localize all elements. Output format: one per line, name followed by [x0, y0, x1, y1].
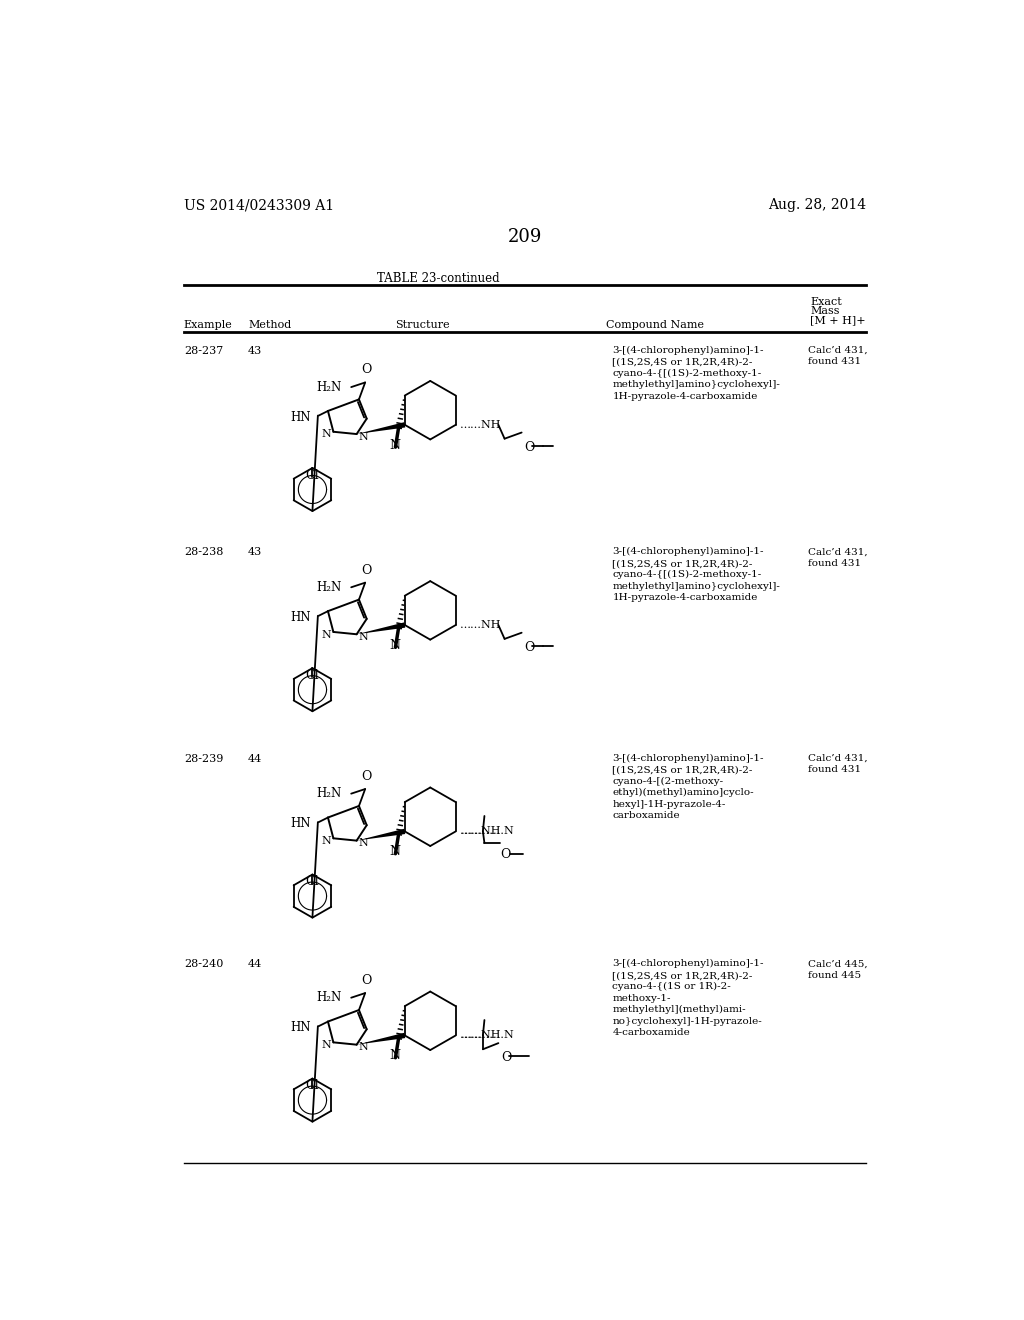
Text: H₂N: H₂N	[316, 787, 342, 800]
Text: HN: HN	[291, 817, 311, 830]
Text: N: N	[389, 438, 400, 451]
Polygon shape	[356, 422, 406, 434]
Text: O: O	[361, 770, 372, 783]
Text: US 2014/0243309 A1: US 2014/0243309 A1	[183, 198, 334, 213]
Text: Exact: Exact	[810, 297, 842, 308]
Text: 3-[(4-chlorophenyl)amino]-1-
[(1S,2S,4S or 1R,2R,4R)-2-
cyano-4-{(1S or 1R)-2-
m: 3-[(4-chlorophenyl)amino]-1- [(1S,2S,4S …	[612, 960, 764, 1038]
Text: N: N	[359, 632, 369, 642]
Text: 3-[(4-chlorophenyl)amino]-1-
[(1S,2S,4S or 1R,2R,4R)-2-
cyano-4-{[(1S)-2-methoxy: 3-[(4-chlorophenyl)amino]-1- [(1S,2S,4S …	[612, 346, 780, 400]
Text: H₂N: H₂N	[316, 991, 342, 1005]
Polygon shape	[356, 829, 406, 841]
Text: Aug. 28, 2014: Aug. 28, 2014	[768, 198, 866, 213]
Text: O: O	[361, 564, 372, 577]
Text: N: N	[359, 838, 369, 849]
Text: Cl: Cl	[305, 875, 319, 888]
Text: 28-238: 28-238	[183, 548, 223, 557]
Text: N: N	[322, 836, 331, 846]
Text: N: N	[322, 429, 331, 440]
Text: 44: 44	[248, 754, 262, 763]
Polygon shape	[356, 622, 406, 635]
Text: N: N	[359, 432, 369, 442]
Text: 44: 44	[248, 960, 262, 969]
Text: Compound Name: Compound Name	[606, 321, 705, 330]
Text: 3-[(4-chlorophenyl)amino]-1-
[(1S,2S,4S or 1R,2R,4R)-2-
cyano-4-[(2-methoxy-
eth: 3-[(4-chlorophenyl)amino]-1- [(1S,2S,4S …	[612, 754, 764, 820]
Text: Calc’d 431,
found 431: Calc’d 431, found 431	[809, 548, 868, 568]
Polygon shape	[356, 1032, 406, 1044]
Text: Mass: Mass	[810, 306, 840, 317]
Text: O: O	[361, 974, 372, 987]
Text: H₂N: H₂N	[316, 581, 342, 594]
Text: O: O	[501, 1051, 511, 1064]
Text: …………N: …………N	[461, 1031, 515, 1040]
Text: H₂N: H₂N	[316, 380, 342, 393]
Text: Calc’d 431,
found 431: Calc’d 431, found 431	[809, 754, 868, 774]
Text: Cl: Cl	[305, 469, 319, 482]
Text: Cl: Cl	[305, 1080, 319, 1093]
Text: 3-[(4-chlorophenyl)amino]-1-
[(1S,2S,4S or 1R,2R,4R)-2-
cyano-4-{[(1S)-2-methoxy: 3-[(4-chlorophenyl)amino]-1- [(1S,2S,4S …	[612, 548, 780, 602]
Text: 28-240: 28-240	[183, 960, 223, 969]
Text: 43: 43	[248, 346, 262, 355]
Text: TABLE 23-continued: TABLE 23-continued	[377, 272, 500, 285]
Text: 28-237: 28-237	[183, 346, 223, 355]
Text: Structure: Structure	[395, 321, 450, 330]
Text: ……NH: ……NH	[460, 1031, 501, 1040]
Text: ……NH: ……NH	[460, 826, 501, 837]
Text: O: O	[500, 847, 511, 861]
Text: HN: HN	[291, 1022, 311, 1035]
Text: ……NH: ……NH	[460, 420, 501, 430]
Text: Example: Example	[183, 321, 232, 330]
Text: 209: 209	[508, 227, 542, 246]
Text: O: O	[524, 640, 535, 653]
Text: ……NH: ……NH	[460, 620, 501, 630]
Text: 28-239: 28-239	[183, 754, 223, 763]
Text: HN: HN	[291, 611, 311, 624]
Text: HN: HN	[291, 411, 311, 424]
Text: N: N	[322, 1040, 331, 1049]
Text: Calc’d 431,
found 431: Calc’d 431, found 431	[809, 346, 868, 366]
Text: O: O	[524, 441, 535, 454]
Text: [M + H]+: [M + H]+	[810, 315, 865, 326]
Text: O: O	[361, 363, 372, 376]
Text: Method: Method	[248, 321, 292, 330]
Text: N: N	[322, 630, 331, 640]
Text: N: N	[389, 845, 400, 858]
Text: N: N	[389, 1049, 400, 1063]
Text: Calc’d 445,
found 445: Calc’d 445, found 445	[809, 960, 868, 979]
Text: 43: 43	[248, 548, 262, 557]
Text: Cl: Cl	[305, 669, 319, 682]
Text: N: N	[389, 639, 400, 652]
Text: N: N	[359, 1043, 369, 1052]
Text: …………N: …………N	[461, 826, 515, 837]
